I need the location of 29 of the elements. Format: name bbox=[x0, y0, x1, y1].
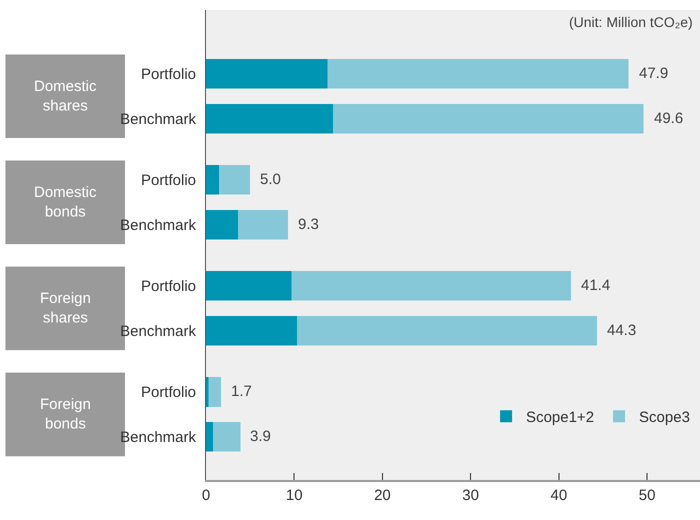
x-tick-label: 30 bbox=[462, 487, 479, 504]
text: Domestic bonds bbox=[34, 184, 98, 220]
y-tick-label: Benchmark bbox=[120, 217, 196, 234]
total-label: 5.0 bbox=[260, 171, 281, 188]
total-label: 9.3 bbox=[298, 216, 319, 233]
x-tick-label: 10 bbox=[286, 487, 303, 504]
y-tick-label: Portfolio bbox=[140, 172, 196, 190]
legend-label: Scope3 bbox=[639, 409, 690, 426]
x-tick-label: 0 bbox=[202, 487, 210, 504]
legend-label: Scope1+2 bbox=[526, 409, 594, 426]
y-tick-label: Portfolio bbox=[140, 66, 196, 84]
y-tick-label: Portfolio bbox=[140, 278, 196, 296]
y-tick-label: Portfolio bbox=[140, 384, 196, 402]
x-tick-label: 50 bbox=[638, 487, 656, 504]
total-label: 44.3 bbox=[607, 322, 636, 339]
x-tick-label: 40 bbox=[550, 487, 568, 504]
x-tick-label: 20 bbox=[374, 487, 391, 504]
annotation: (Unit: Million tCO₂e) bbox=[569, 14, 693, 30]
total-label: 49.6 bbox=[654, 110, 684, 127]
total-label: 1.7 bbox=[231, 383, 252, 400]
text: Foreign shares bbox=[40, 290, 91, 326]
total-label: 47.9 bbox=[639, 65, 668, 82]
total-label: 41.4 bbox=[581, 277, 610, 294]
y-tick-label: Benchmark bbox=[120, 429, 196, 446]
y-tick-label: Benchmark bbox=[120, 110, 196, 128]
total-label: 3.9 bbox=[250, 428, 271, 445]
text: Foreign bonds bbox=[40, 396, 91, 432]
text: Domestic shares bbox=[34, 78, 98, 114]
y-tick-label: Benchmark bbox=[120, 323, 196, 340]
